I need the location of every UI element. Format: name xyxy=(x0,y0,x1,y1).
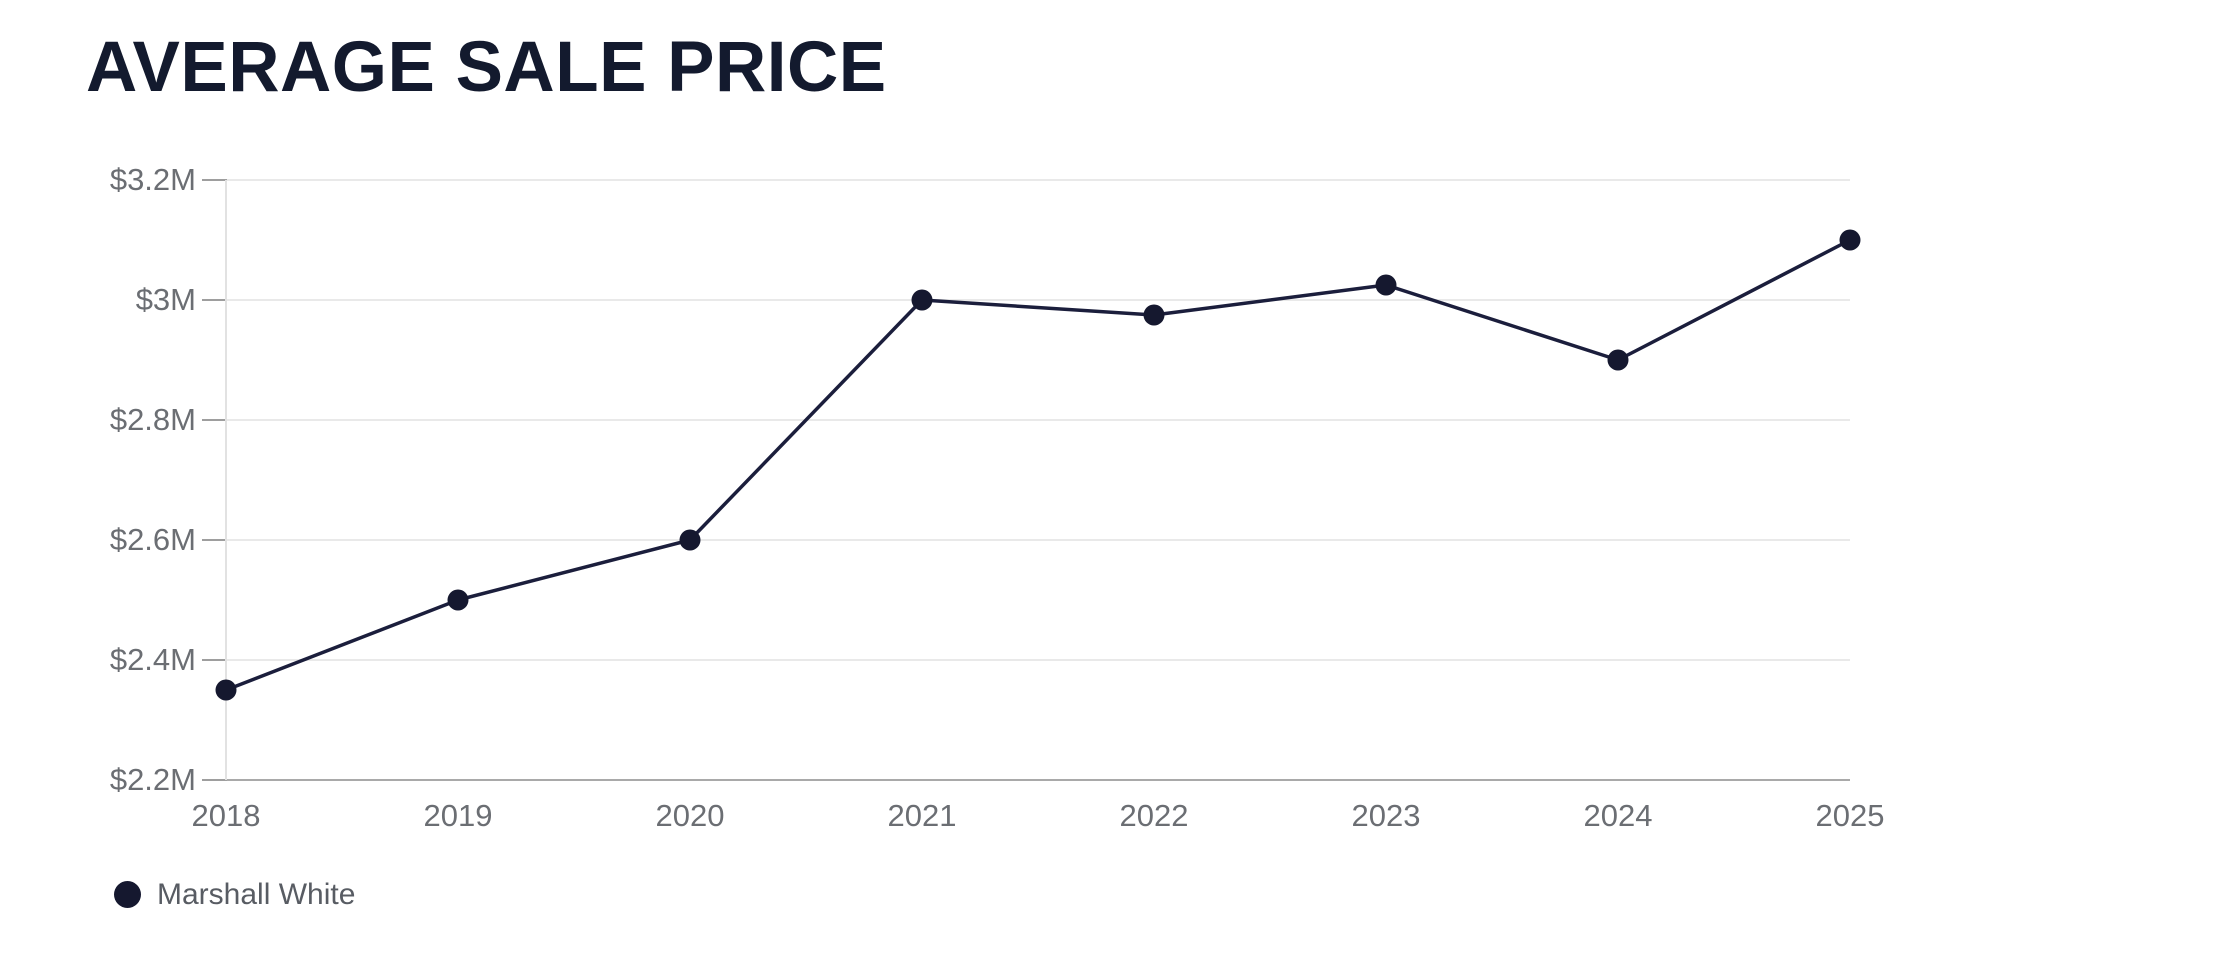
x-tick-label: 2022 xyxy=(1119,798,1189,833)
legend-label: Marshall White xyxy=(157,878,356,911)
y-tick-label: $3M xyxy=(135,282,196,317)
x-tick-label: 2020 xyxy=(655,798,725,833)
x-tick-label: 2023 xyxy=(1351,798,1421,833)
legend-dot-icon xyxy=(114,881,141,908)
x-tick-label: 2021 xyxy=(887,798,957,833)
data-point-2024[interactable] xyxy=(1607,349,1629,371)
x-tick-label: 2025 xyxy=(1815,798,1885,833)
x-tick-label: 2024 xyxy=(1583,798,1653,833)
chart-title: AVERAGE SALE PRICE xyxy=(86,28,887,107)
y-tick-label: $2.4M xyxy=(109,642,196,677)
y-tick-label: $2.8M xyxy=(109,402,196,437)
y-tick-label: $2.2M xyxy=(109,762,196,797)
y-tick-label: $2.6M xyxy=(109,522,196,557)
data-point-2021[interactable] xyxy=(911,289,933,311)
data-point-2020[interactable] xyxy=(679,529,701,551)
data-point-2019[interactable] xyxy=(447,589,469,611)
y-tick-label: $3.2M xyxy=(109,162,196,197)
series-line-marshall-white xyxy=(224,238,1852,692)
data-point-2022[interactable] xyxy=(1143,304,1165,326)
x-tick-label: 2019 xyxy=(423,798,493,833)
data-point-2025[interactable] xyxy=(1839,229,1861,251)
legend-item-marshall-white[interactable]: Marshall White xyxy=(114,878,355,911)
data-point-2018[interactable] xyxy=(215,679,237,701)
data-point-2023[interactable] xyxy=(1375,274,1397,296)
x-tick-label: 2018 xyxy=(191,798,261,833)
legend: Marshall White xyxy=(114,878,355,911)
